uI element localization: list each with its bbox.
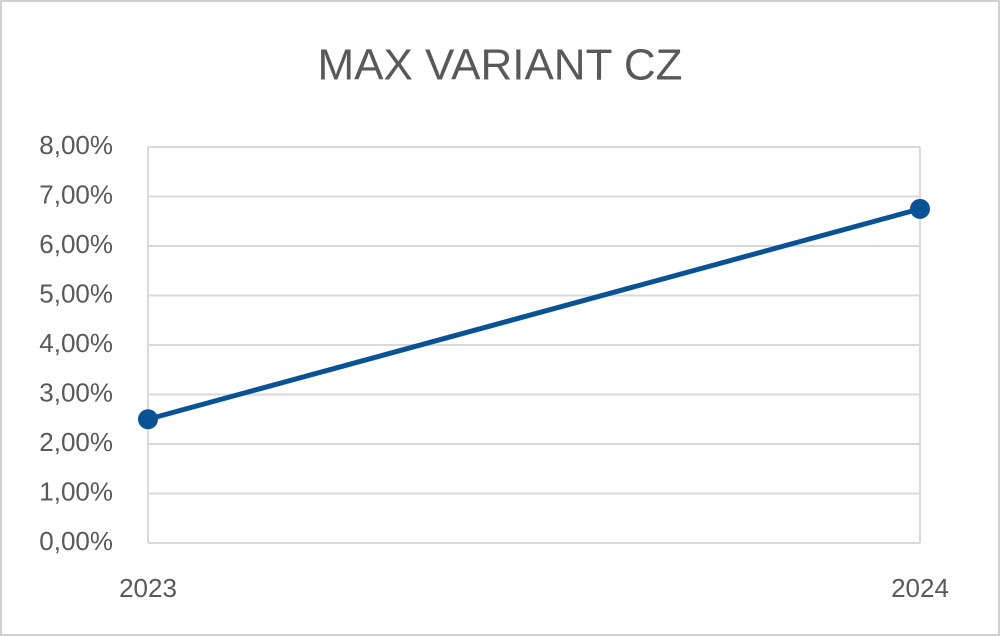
y-tick-label: 0,00% [39, 526, 113, 556]
x-tick-label: 2024 [891, 573, 949, 603]
data-point [910, 198, 930, 219]
data-line [147, 206, 921, 422]
y-tick-label: 4,00% [39, 328, 113, 358]
y-tick-label: 1,00% [39, 476, 113, 506]
data-point [138, 409, 158, 430]
y-tick-label: 3,00% [39, 377, 113, 407]
y-tick-label: 8,00% [39, 130, 113, 160]
y-tick-label: 2,00% [39, 427, 113, 457]
x-tick-label: 2023 [119, 573, 177, 603]
y-tick-label: 6,00% [39, 229, 113, 259]
y-tick-label: 7,00% [39, 179, 113, 209]
y-tick-label: 5,00% [39, 278, 113, 308]
chart-title: MAX VARIANT CZ [317, 41, 682, 90]
